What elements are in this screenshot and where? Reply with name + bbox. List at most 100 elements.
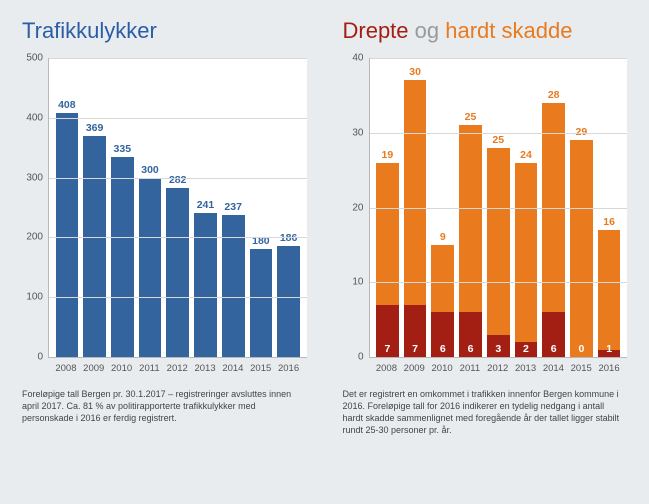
ytick-label: 0 [37, 352, 49, 363]
bar-slot: 369 [81, 58, 109, 357]
title-part: hardt skadde [445, 18, 572, 43]
title-part: og [409, 18, 446, 43]
bar-slot: 186 [275, 58, 303, 357]
bar: 186 [277, 246, 300, 357]
left-chart-area: 408369335300282241237180186 010020030040… [48, 58, 307, 358]
bar-segment-hardt-skadde [570, 140, 593, 357]
bar-value-label: 300 [141, 164, 159, 176]
right-panel: Drepte og hardt skadde 19730796256253242… [343, 18, 628, 486]
xtick-label: 2015 [567, 358, 595, 374]
bar: 241 [194, 213, 217, 357]
title-part: Drepte [343, 18, 409, 43]
xtick-label: 2012 [163, 358, 191, 374]
bar-bottom-label: 7 [412, 344, 418, 355]
bar: 282 [166, 188, 189, 357]
gridline [49, 58, 307, 59]
xtick-label: 2015 [247, 358, 275, 374]
bar: 408 [56, 113, 79, 357]
ytick-label: 40 [352, 53, 369, 64]
gridline [370, 58, 628, 59]
ytick-label: 400 [26, 112, 49, 123]
ytick-label: 500 [26, 53, 49, 64]
ytick-label: 20 [352, 202, 369, 213]
bar-segment-hardt-skadde [598, 230, 621, 350]
bar-top-label: 19 [382, 149, 394, 161]
bar-bottom-label: 6 [551, 344, 557, 355]
bar-bottom-label: 2 [523, 344, 529, 355]
right-chart-title: Drepte og hardt skadde [343, 18, 628, 44]
bar-slot: 282 [164, 58, 192, 357]
stacked-bar: 197 [376, 163, 399, 357]
bar-slot: 237 [219, 58, 247, 357]
stacked-bar: 253 [487, 148, 510, 357]
left-chart-title: Trafikkulykker [22, 18, 307, 44]
xtick-label: 2008 [52, 358, 80, 374]
bar: 180 [250, 249, 273, 357]
bar-segment-hardt-skadde [376, 163, 399, 305]
bar-bottom-label: 0 [578, 344, 584, 355]
xtick-label: 2014 [219, 358, 247, 374]
xtick-label: 2016 [275, 358, 303, 374]
xtick-label: 2010 [428, 358, 456, 374]
bar-value-label: 369 [86, 122, 104, 134]
right-xticks: 200820092010201120122013201420152016 [369, 358, 628, 374]
stacked-bar: 286 [542, 103, 565, 357]
xtick-label: 2011 [135, 358, 163, 374]
bar-bottom-label: 3 [495, 344, 501, 355]
xtick-label: 2010 [108, 358, 136, 374]
bar-slot: 335 [108, 58, 136, 357]
stacked-bar: 256 [459, 125, 482, 357]
bar-top-label: 25 [465, 111, 477, 123]
gridline [370, 133, 628, 134]
ytick-label: 30 [352, 127, 369, 138]
bar-value-label: 241 [197, 199, 215, 211]
xtick-label: 2014 [539, 358, 567, 374]
bar-bottom-label: 6 [468, 344, 474, 355]
stacked-bar: 96 [431, 245, 454, 357]
bar-segment-hardt-skadde [459, 125, 482, 312]
gridline [370, 282, 628, 283]
ytick-label: 0 [358, 352, 370, 363]
bar-top-label: 9 [440, 231, 446, 243]
bar-slot: 180 [247, 58, 275, 357]
left-xticks: 200820092010201120122013201420152016 [48, 358, 307, 374]
ytick-label: 300 [26, 172, 49, 183]
bar-top-label: 30 [409, 66, 421, 78]
xtick-label: 2013 [191, 358, 219, 374]
bar-value-label: 335 [114, 143, 132, 155]
left-panel: Trafikkulykker 4083693353002822412371801… [22, 18, 307, 486]
gridline [49, 118, 307, 119]
bar-slot: 241 [192, 58, 220, 357]
bar-segment-hardt-skadde [404, 80, 427, 304]
ytick-label: 200 [26, 232, 49, 243]
stacked-bar: 307 [404, 80, 427, 357]
bar-top-label: 16 [603, 216, 615, 228]
xtick-label: 2011 [456, 358, 484, 374]
bar-bottom-label: 6 [440, 344, 446, 355]
bar: 300 [139, 178, 162, 357]
bar-value-label: 408 [58, 99, 76, 111]
bar-value-label: 282 [169, 174, 187, 186]
xtick-label: 2013 [512, 358, 540, 374]
stacked-bar: 242 [515, 163, 538, 357]
left-caption: Foreløpige tall Bergen pr. 30.1.2017 – r… [22, 388, 307, 424]
bar-value-label: 237 [224, 201, 242, 213]
stacked-bar: 161 [598, 230, 621, 357]
bar-segment-hardt-skadde [515, 163, 538, 342]
stacked-bar: 290 [570, 140, 593, 357]
ytick-label: 10 [352, 277, 369, 288]
bar: 369 [83, 136, 106, 357]
bar-slot: 408 [53, 58, 81, 357]
bar-top-label: 28 [548, 89, 560, 101]
bar-top-label: 25 [492, 134, 504, 146]
bar: 335 [111, 157, 134, 357]
ytick-label: 100 [26, 292, 49, 303]
bar-segment-hardt-skadde [487, 148, 510, 335]
left-bars-container: 408369335300282241237180186 [49, 58, 307, 357]
gridline [49, 178, 307, 179]
xtick-label: 2009 [80, 358, 108, 374]
gridline [370, 208, 628, 209]
right-caption: Det er registrert en omkommet i trafikke… [343, 388, 628, 437]
xtick-label: 2008 [373, 358, 401, 374]
bar-top-label: 24 [520, 149, 532, 161]
